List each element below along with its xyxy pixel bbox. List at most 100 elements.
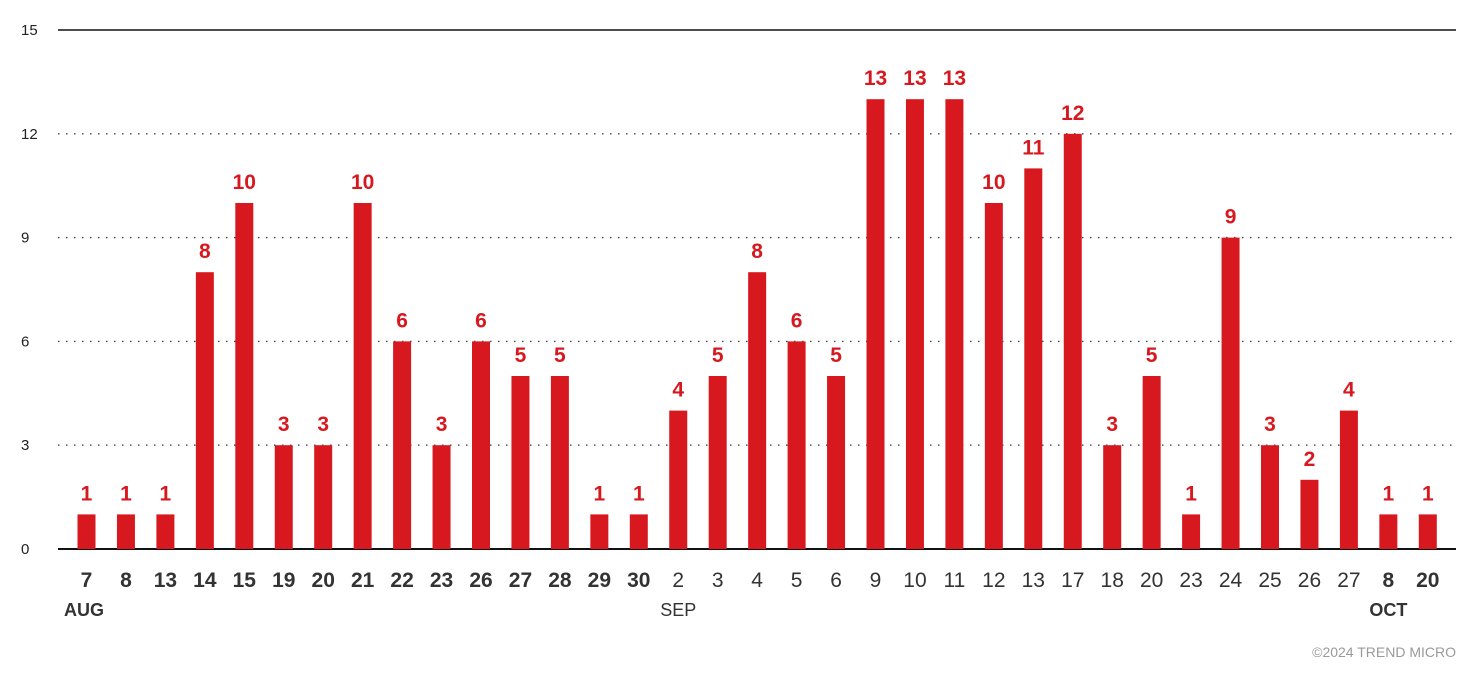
bar — [827, 376, 846, 549]
data-label: 10 — [982, 171, 1005, 194]
data-label: 1 — [594, 482, 606, 505]
bar — [866, 99, 885, 549]
x-tick-label: 11 — [943, 569, 965, 592]
x-tick-label: 6 — [830, 569, 842, 592]
x-tick-label: 18 — [1101, 569, 1124, 592]
y-tick-label: 12 — [21, 126, 38, 143]
x-axis-ticks: 7 8 13 14 15 19 20 21 22 23 26 27 28 29 30 2 3 4 5 6 9 10 11 12… — [81, 569, 1440, 592]
bar — [1063, 133, 1082, 550]
bar — [787, 341, 806, 549]
x-tick-label: 24 — [1219, 569, 1243, 592]
x-tick-label: 17 — [1061, 569, 1084, 592]
x-tick-label: 13 — [1022, 569, 1045, 592]
data-label: 3 — [1106, 413, 1118, 436]
data-label: 1 — [81, 482, 93, 505]
x-tick-label: 3 — [712, 569, 724, 592]
x-tick-label: 27 — [509, 569, 532, 592]
bar — [1339, 410, 1358, 549]
bar — [1261, 445, 1279, 549]
x-tick-label: 26 — [469, 569, 492, 592]
x-tick-label: 22 — [390, 569, 413, 592]
bar — [393, 341, 412, 549]
bar — [314, 445, 333, 549]
bar — [984, 203, 1003, 549]
data-label: 10 — [233, 171, 256, 194]
bar — [669, 410, 688, 549]
x-tick-label: 19 — [272, 569, 295, 592]
bar — [235, 203, 254, 549]
x-tick-label: 4 — [751, 569, 763, 592]
bar — [195, 272, 214, 549]
data-label: 9 — [1225, 206, 1237, 229]
bar — [590, 514, 609, 549]
data-label: 11 — [1022, 136, 1045, 159]
month-label: AUG — [64, 600, 104, 620]
x-tick-label: 28 — [548, 569, 572, 592]
bars — [77, 99, 1437, 550]
bar — [511, 376, 530, 549]
data-label: 13 — [943, 67, 966, 90]
y-tick-label: 0 — [21, 541, 29, 558]
x-tick-label: 2 — [672, 569, 684, 592]
y-tick-label: 9 — [21, 230, 29, 247]
bar — [472, 341, 490, 549]
data-label: 6 — [791, 309, 803, 332]
x-tick-label: 15 — [233, 569, 257, 592]
x-tick-label: 20 — [1416, 569, 1439, 592]
x-tick-label: 10 — [903, 569, 926, 592]
x-tick-label: 26 — [1298, 569, 1321, 592]
copyright-text: ©2024 TREND MICRO — [1312, 644, 1456, 660]
data-label: 8 — [199, 240, 211, 263]
bar — [1418, 514, 1437, 549]
data-label: 6 — [475, 309, 487, 332]
x-tick-label: 20 — [312, 569, 335, 592]
data-label: 6 — [396, 309, 408, 332]
data-label: 1 — [160, 482, 172, 505]
data-label: 2 — [1304, 448, 1316, 471]
bar — [156, 514, 175, 549]
bar — [274, 445, 293, 549]
bar — [116, 514, 135, 549]
bar — [1024, 168, 1043, 549]
data-label: 1 — [633, 482, 645, 505]
x-tick-label: 25 — [1258, 569, 1281, 592]
x-tick-label: 30 — [627, 569, 650, 592]
data-label: 5 — [1146, 344, 1158, 367]
data-label: 13 — [903, 67, 926, 90]
data-label: 5 — [515, 344, 527, 367]
data-label: 5 — [554, 344, 566, 367]
x-tick-label: 8 — [1383, 569, 1395, 592]
data-label: 1 — [1422, 482, 1434, 505]
data-label: 4 — [1343, 379, 1355, 402]
x-tick-label: 21 — [351, 569, 375, 592]
bar — [353, 203, 372, 549]
x-tick-label: 23 — [1179, 569, 1202, 592]
bar — [905, 99, 924, 549]
bar — [77, 514, 96, 549]
x-tick-label: 12 — [982, 569, 1005, 592]
x-tick-label: 5 — [791, 569, 803, 592]
bar — [748, 272, 767, 549]
bar — [1221, 237, 1240, 549]
data-label: 5 — [712, 344, 724, 367]
data-label: 5 — [830, 344, 842, 367]
data-label: 3 — [436, 413, 448, 436]
data-label: 8 — [751, 240, 763, 263]
bar — [1103, 445, 1122, 549]
data-label: 10 — [351, 171, 374, 194]
data-label: 4 — [672, 379, 684, 402]
data-label: 13 — [864, 67, 887, 90]
x-tick-label: 23 — [430, 569, 453, 592]
y-tick-label: 3 — [21, 437, 29, 454]
bar — [945, 99, 964, 549]
y-axis-ticks: 0 3 6 9 12 15 — [21, 22, 38, 558]
x-tick-label: 27 — [1337, 569, 1360, 592]
x-tick-label: 20 — [1140, 569, 1163, 592]
month-labels: AUG SEP OCT — [64, 600, 1407, 620]
data-label: 1 — [1383, 482, 1395, 505]
bar — [629, 514, 648, 549]
y-tick-label: 15 — [21, 22, 38, 39]
x-tick-label: 14 — [193, 569, 217, 592]
